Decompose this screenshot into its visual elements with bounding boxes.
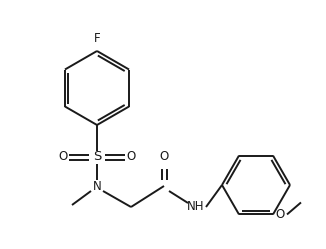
Text: O: O	[159, 150, 169, 163]
Text: O: O	[126, 150, 136, 164]
Text: S: S	[93, 150, 101, 164]
Text: O: O	[58, 150, 67, 164]
Text: NH: NH	[187, 200, 205, 213]
Text: O: O	[275, 208, 285, 221]
Text: N: N	[93, 180, 101, 192]
Text: F: F	[94, 32, 100, 45]
